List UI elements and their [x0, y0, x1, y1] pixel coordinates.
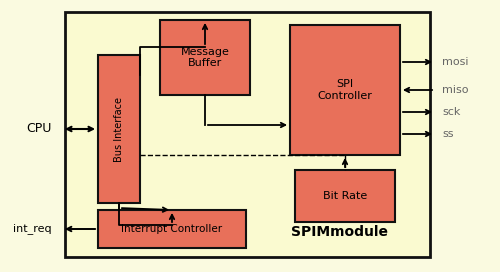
Bar: [98, 210, 246, 248]
Text: CPU: CPU: [26, 122, 52, 135]
Text: SPI
Controller: SPI Controller: [318, 79, 372, 101]
Text: Bit Rate: Bit Rate: [323, 191, 367, 201]
Text: sck: sck: [442, 107, 460, 117]
Bar: [295, 170, 395, 222]
Text: mosi: mosi: [442, 57, 468, 67]
Text: Bus Interface: Bus Interface: [114, 97, 124, 162]
Bar: [98, 55, 140, 203]
Text: Interrupt Controller: Interrupt Controller: [122, 224, 222, 234]
Bar: [65, 12, 430, 257]
Text: int_req: int_req: [14, 224, 52, 234]
Text: Message
Buffer: Message Buffer: [180, 47, 230, 68]
Bar: [160, 20, 250, 95]
Text: miso: miso: [442, 85, 468, 95]
Bar: [290, 25, 400, 155]
Text: ss: ss: [442, 129, 454, 139]
Text: SPIMmodule: SPIMmodule: [292, 225, 388, 239]
